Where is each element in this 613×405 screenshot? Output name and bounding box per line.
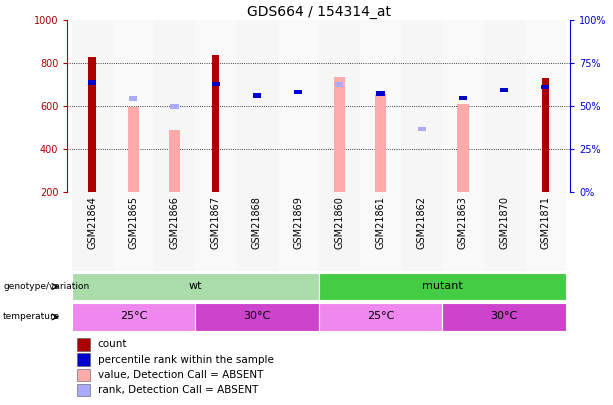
Text: GSM21864: GSM21864 bbox=[87, 196, 97, 249]
Bar bbox=[443, 303, 566, 330]
Text: rank, Detection Call = ABSENT: rank, Detection Call = ABSENT bbox=[97, 385, 258, 395]
Bar bbox=[333, 77, 345, 192]
Text: 30°C: 30°C bbox=[243, 311, 270, 321]
Text: mutant: mutant bbox=[422, 281, 463, 291]
Bar bbox=[443, 20, 484, 192]
Text: GSM21870: GSM21870 bbox=[499, 196, 509, 249]
Bar bbox=[128, 107, 139, 192]
Bar bbox=[542, 78, 549, 192]
Text: 30°C: 30°C bbox=[490, 311, 518, 321]
Bar bbox=[72, 20, 113, 192]
Text: GSM21867: GSM21867 bbox=[211, 196, 221, 249]
Text: GSM21860: GSM21860 bbox=[334, 196, 345, 249]
Bar bbox=[401, 20, 443, 192]
Bar bbox=[459, 96, 467, 100]
Text: 25°C: 25°C bbox=[367, 311, 394, 321]
Bar bbox=[77, 369, 90, 381]
Text: GSM21871: GSM21871 bbox=[541, 196, 550, 249]
Bar bbox=[401, 192, 443, 271]
Bar bbox=[484, 20, 525, 192]
Bar bbox=[195, 192, 237, 271]
Bar bbox=[443, 192, 484, 271]
Text: GSM21862: GSM21862 bbox=[417, 196, 427, 249]
Bar bbox=[88, 81, 96, 85]
Bar bbox=[278, 20, 319, 192]
Text: GSM21869: GSM21869 bbox=[293, 196, 303, 249]
Bar bbox=[154, 20, 195, 192]
Bar bbox=[360, 20, 401, 192]
Bar bbox=[211, 81, 220, 86]
Bar bbox=[319, 192, 360, 271]
Bar bbox=[360, 192, 401, 271]
Text: GSM21861: GSM21861 bbox=[376, 196, 386, 249]
Bar bbox=[77, 338, 90, 351]
Text: value, Detection Call = ABSENT: value, Detection Call = ABSENT bbox=[97, 370, 263, 380]
Text: genotype/variation: genotype/variation bbox=[3, 282, 89, 291]
Bar bbox=[375, 94, 386, 192]
Bar bbox=[237, 192, 278, 271]
Bar bbox=[212, 55, 219, 192]
Bar bbox=[88, 57, 96, 192]
Bar bbox=[77, 384, 90, 396]
Bar bbox=[319, 273, 566, 300]
Title: GDS664 / 154314_at: GDS664 / 154314_at bbox=[247, 5, 390, 19]
Bar bbox=[237, 20, 278, 192]
Text: temperature: temperature bbox=[3, 312, 60, 322]
Bar bbox=[525, 192, 566, 271]
Bar bbox=[72, 303, 195, 330]
Bar bbox=[113, 20, 154, 192]
Bar bbox=[77, 354, 90, 366]
Bar bbox=[113, 192, 154, 271]
Text: count: count bbox=[97, 339, 127, 350]
Bar bbox=[376, 91, 385, 96]
Bar bbox=[525, 20, 566, 192]
Bar bbox=[484, 192, 525, 271]
Bar bbox=[253, 94, 261, 98]
Bar bbox=[129, 96, 137, 100]
Bar bbox=[195, 20, 237, 192]
Bar bbox=[294, 90, 302, 94]
Bar bbox=[417, 126, 426, 131]
Text: 25°C: 25°C bbox=[120, 311, 147, 321]
Bar bbox=[500, 88, 508, 92]
Bar bbox=[457, 104, 469, 192]
Bar bbox=[195, 303, 319, 330]
Text: GSM21865: GSM21865 bbox=[128, 196, 139, 249]
Bar bbox=[72, 192, 113, 271]
Bar bbox=[335, 83, 343, 87]
Text: GSM21866: GSM21866 bbox=[170, 196, 180, 249]
Text: wt: wt bbox=[188, 281, 202, 291]
Bar bbox=[278, 192, 319, 271]
Bar bbox=[319, 303, 443, 330]
Bar bbox=[541, 85, 549, 89]
Text: percentile rank within the sample: percentile rank within the sample bbox=[97, 355, 273, 364]
Text: GSM21868: GSM21868 bbox=[252, 196, 262, 249]
Bar bbox=[169, 130, 180, 192]
Bar bbox=[319, 20, 360, 192]
Bar bbox=[154, 192, 195, 271]
Bar bbox=[72, 273, 319, 300]
Bar bbox=[170, 104, 178, 109]
Text: GSM21863: GSM21863 bbox=[458, 196, 468, 249]
